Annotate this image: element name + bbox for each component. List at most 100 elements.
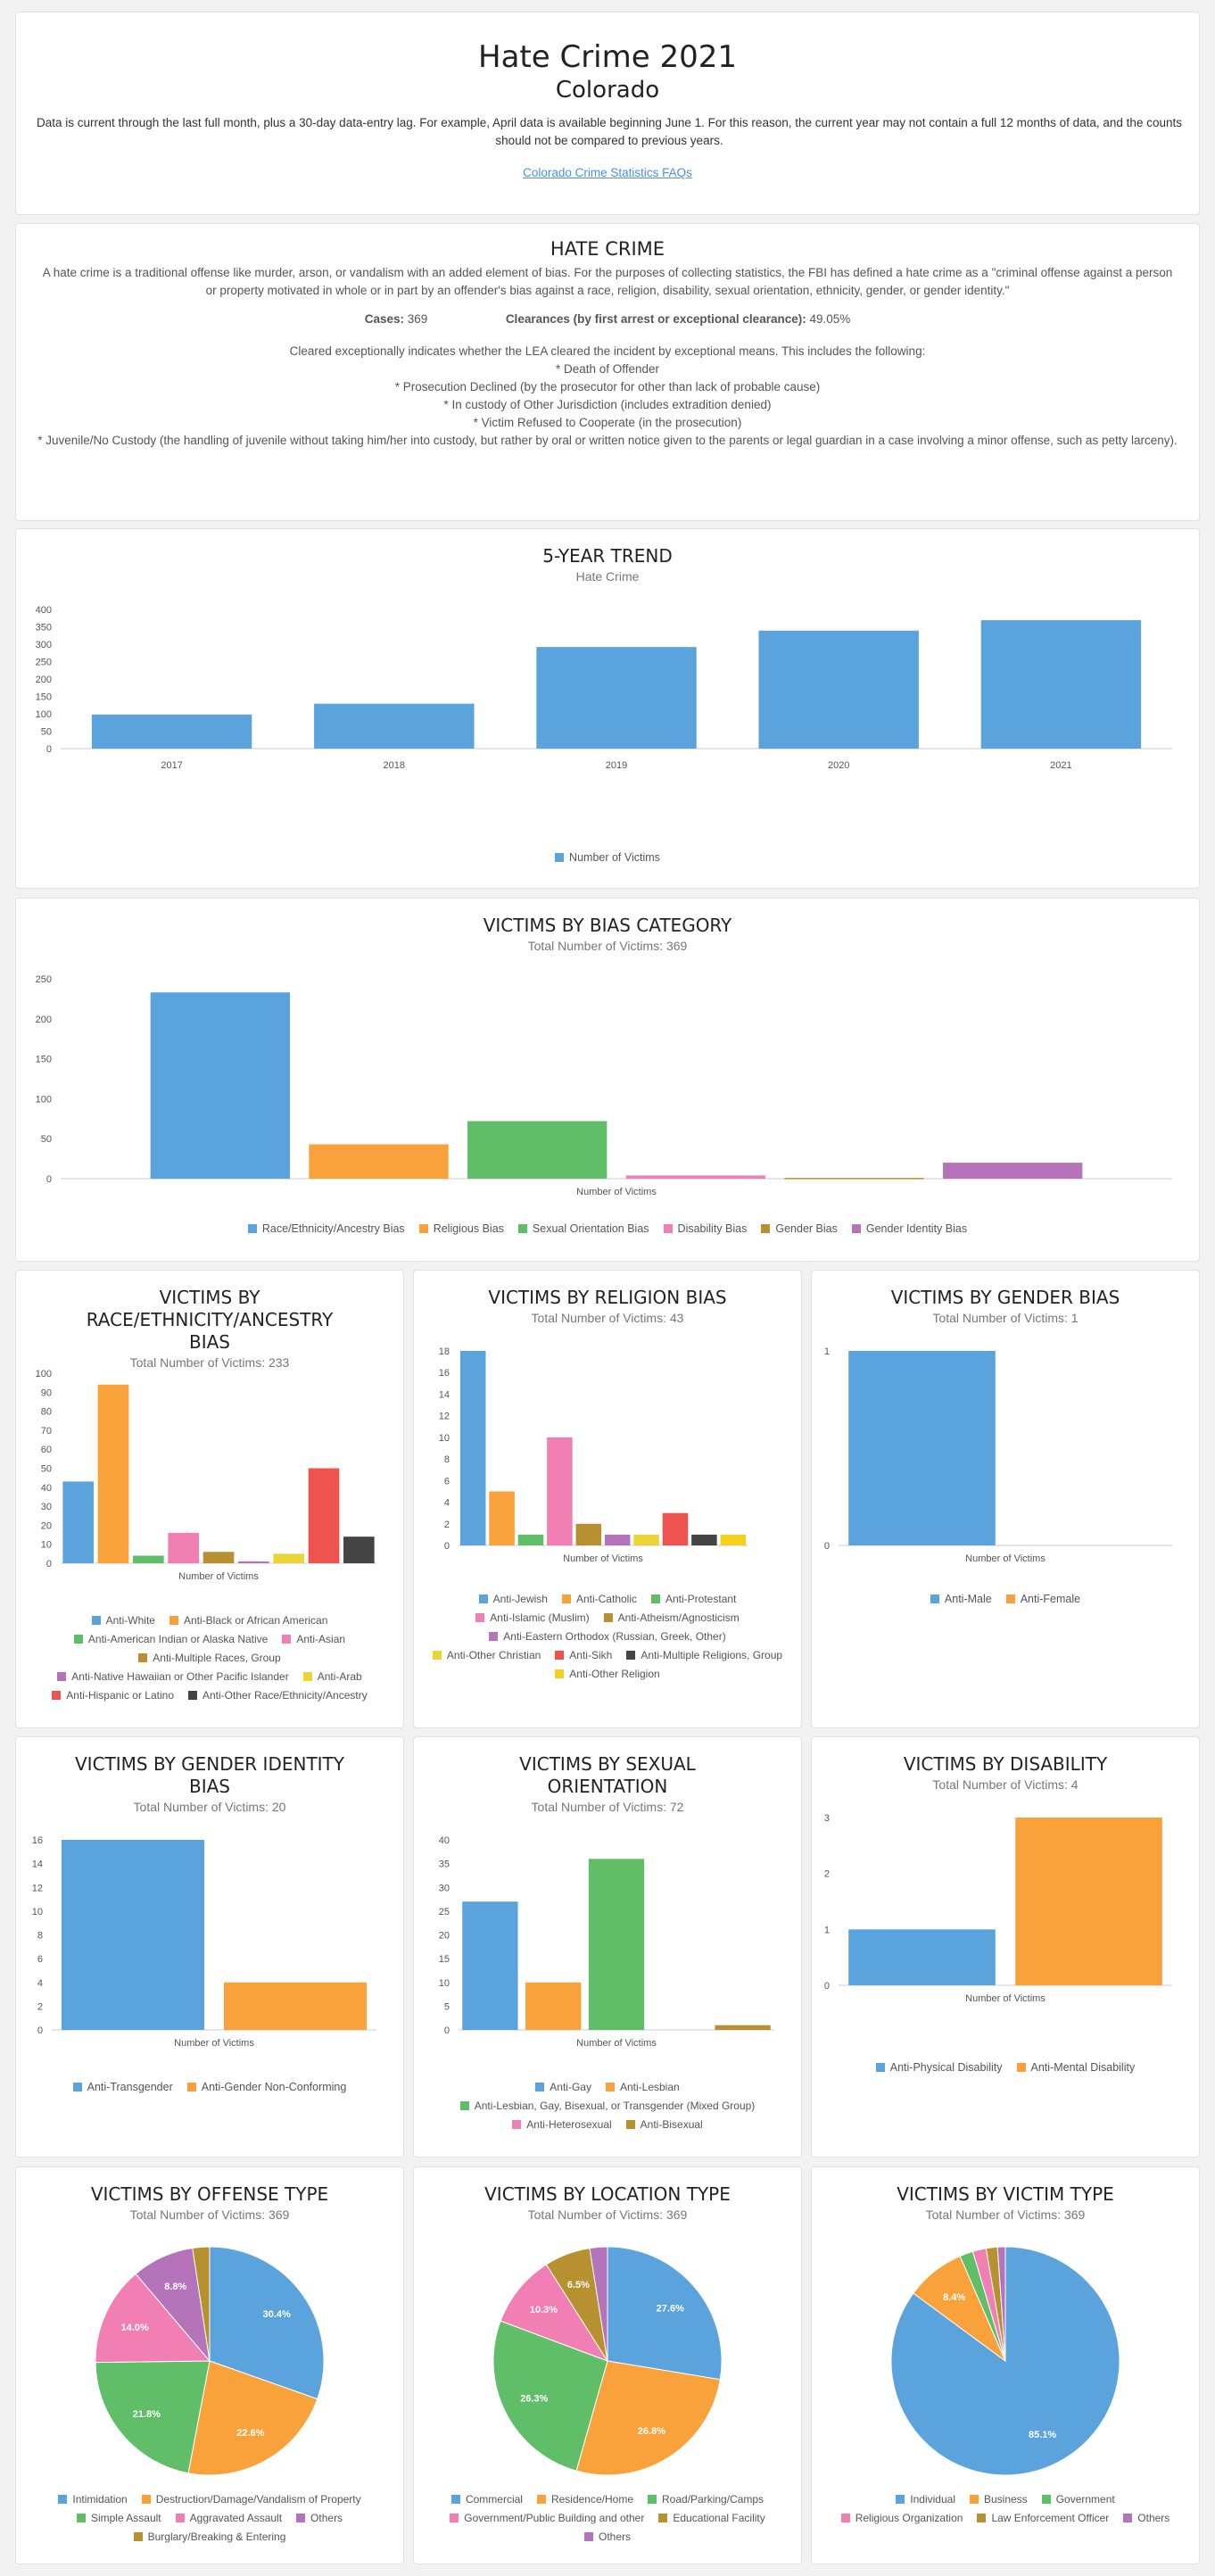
legend-item-individual[interactable]: Individual [896,2490,955,2509]
legend-item-anti-female[interactable]: Anti-Female [1005,1590,1080,1609]
legend-item-race-ethnicity-ancestry-bias[interactable]: Race/Ethnicity/Ancestry Bias [247,1220,405,1238]
bar-2017[interactable] [91,714,252,749]
legend-item-anti-multiple-races-group[interactable]: Anti-Multiple Races, Group [138,1649,281,1668]
bar-anti-gender-non-conforming[interactable] [223,1982,368,2030]
legend-item-anti-mental-disability[interactable]: Anti-Mental Disability [1016,2058,1135,2077]
bar-anti-black-or-african-american[interactable] [97,1384,129,1563]
legend-item-anti-eastern-orthodox-russian-greek-other[interactable]: Anti-Eastern Orthodox (Russian, Greek, O… [489,1628,726,1646]
legend-item-anti-jewish[interactable]: Anti-Jewish [478,1590,548,1609]
legend-item-government-public-building-and-other[interactable]: Government/Public Building and other [450,2509,644,2528]
legend-item-law-enforcement-officer[interactable]: Law Enforcement Officer [977,2509,1109,2528]
legend-item-commercial[interactable]: Commercial [450,2490,523,2509]
legend-item-anti-sikh[interactable]: Anti-Sikh [555,1646,612,1665]
legend-item-anti-white[interactable]: Anti-White [91,1611,155,1630]
legend-item-anti-other-religion[interactable]: Anti-Other Religion [555,1665,660,1684]
legend-item-others[interactable]: Others [583,2528,631,2547]
legend-item-anti-lesbian-gay-bisexual-or-transgender-mixed-group[interactable]: Anti-Lesbian, Gay, Bisexual, or Transgen… [459,2097,755,2116]
legend-item-others[interactable]: Others [296,2509,343,2528]
bar-anti-native-hawaiian-or-other-pacific-islander[interactable] [238,1561,269,1563]
legend-item-anti-heterosexual[interactable]: Anti-Heterosexual [512,2116,612,2134]
bar-anti-american-indian-or-alaska-native[interactable] [133,1555,164,1563]
legend-item-anti-gay[interactable]: Anti-Gay [535,2078,591,2097]
legend-item-anti-arab[interactable]: Anti-Arab [302,1668,362,1686]
legend-item-anti-protestant[interactable]: Anti-Protestant [651,1590,736,1609]
bar-anti-jewish[interactable] [459,1351,486,1545]
legend-item-sexual-orientation-bias[interactable]: Sexual Orientation Bias [517,1220,649,1238]
slice-destruction-damage-vandalism-of-property[interactable] [187,2360,318,2476]
bar-2020[interactable] [758,630,919,749]
legend-item-anti-other-race-ethnicity-ancestry[interactable]: Anti-Other Race/Ethnicity/Ancestry [188,1686,368,1705]
legend-item-business[interactable]: Business [969,2490,1028,2509]
bar-anti-arab[interactable] [273,1553,304,1563]
slice-commercial[interactable] [607,2246,723,2381]
legend-item-anti-asian[interactable]: Anti-Asian [282,1630,345,1649]
bar-anti-hispanic-or-latino[interactable] [308,1468,340,1564]
bar-anti-catholic[interactable] [489,1491,515,1545]
bar-anti-sikh[interactable] [662,1512,689,1545]
legend-item-intimidation[interactable]: Intimidation [58,2490,128,2509]
bar-anti-other-race-ethnicity-ancestry[interactable] [343,1536,375,1563]
bar-anti-multiple-religions-group[interactable] [691,1534,717,1545]
bar-2018[interactable] [314,703,475,749]
legend-item-anti-catholic[interactable]: Anti-Catholic [561,1590,637,1609]
legend-item-anti-physical-disability[interactable]: Anti-Physical Disability [875,2058,1003,2077]
legend-item-government[interactable]: Government [1041,2490,1115,2509]
faq-link[interactable]: Colorado Crime Statistics FAQs [523,166,692,179]
bar-anti-asian[interactable] [168,1532,199,1563]
legend-item-others[interactable]: Others [1123,2509,1170,2528]
slice-others[interactable] [996,2246,1006,2362]
legend-item-religious-bias[interactable]: Religious Bias [418,1220,504,1238]
legend-item-anti-american-indian-or-alaska-native[interactable]: Anti-American Indian or Alaska Native [73,1630,268,1649]
bar-anti-white[interactable] [62,1481,94,1563]
legend-item-educational-facility[interactable]: Educational Facility [658,2509,765,2528]
bar-anti-islamic-muslim[interactable] [547,1437,573,1545]
bar-anti-protestant[interactable] [517,1534,544,1545]
bar-anti-physical-disability[interactable] [848,1929,996,1985]
bar-anti-mental-disability[interactable] [1015,1818,1162,1985]
bar-sexual-orientation-bias[interactable] [467,1121,608,1179]
bar-anti-other-christian[interactable] [633,1534,659,1545]
bar-race-ethnicity-ancestry-bias[interactable] [150,992,291,1179]
legend-item-simple-assault[interactable]: Simple Assault [76,2509,161,2528]
legend-item-anti-bisexual[interactable]: Anti-Bisexual [625,2116,703,2134]
bar-anti-atheism-agnosticism[interactable] [575,1523,602,1545]
legend-item-anti-multiple-religions-group[interactable]: Anti-Multiple Religions, Group [626,1646,782,1665]
legend-item-road-parking-camps[interactable]: Road/Parking/Camps [648,2490,764,2509]
legend-item-anti-other-christian[interactable]: Anti-Other Christian [432,1646,541,1665]
legend-item-anti-black-or-african-american[interactable]: Anti-Black or African American [169,1611,327,1630]
bar-anti-other-religion[interactable] [720,1534,747,1545]
legend-item-religious-organization[interactable]: Religious Organization [840,2509,963,2528]
legend-item-number-of-victims[interactable]: Number of Victims [555,849,660,867]
bar-anti-multiple-races-group[interactable] [202,1552,235,1563]
legend-item-anti-hispanic-or-latino[interactable]: Anti-Hispanic or Latino [52,1686,174,1705]
legend-item-anti-male[interactable]: Anti-Male [930,1590,992,1609]
slice-road-parking-camps[interactable] [492,2320,608,2472]
legend-item-anti-islamic-muslim[interactable]: Anti-Islamic (Muslim) [475,1609,590,1628]
legend-item-anti-lesbian[interactable]: Anti-Lesbian [605,2078,680,2097]
bar-anti-gay[interactable] [462,1901,518,2030]
slice-others[interactable] [589,2246,608,2362]
legend-item-aggravated-assault[interactable]: Aggravated Assault [175,2509,282,2528]
legend-item-burglary-breaking-entering[interactable]: Burglary/Breaking & Entering [133,2528,285,2547]
bar-2019[interactable] [536,647,697,749]
legend-item-anti-native-hawaiian-or-other-pacific-islander[interactable]: Anti-Native Hawaiian or Other Pacific Is… [57,1668,289,1686]
legend-item-anti-transgender[interactable]: Anti-Transgender [72,2078,173,2097]
bar-2021[interactable] [980,620,1142,749]
bar-gender-bias[interactable] [784,1178,924,1180]
bar-gender-identity-bias[interactable] [942,1163,1083,1179]
bar-anti-eastern-orthodox-russian-greek-other[interactable] [604,1534,631,1545]
legend-item-destruction-damage-vandalism-of-property[interactable]: Destruction/Damage/Vandalism of Property [141,2490,361,2509]
bar-anti-transgender[interactable] [61,1840,205,2030]
legend-item-gender-identity-bias[interactable]: Gender Identity Bias [851,1220,967,1238]
bar-disability-bias[interactable] [625,1175,766,1179]
legend-item-gender-bias[interactable]: Gender Bias [761,1220,838,1238]
bar-religious-bias[interactable] [309,1144,449,1179]
slice-residence-home[interactable] [575,2360,721,2476]
slice-aggravated-assault[interactable] [95,2273,211,2364]
legend-item-anti-atheism-agnosticism[interactable]: Anti-Atheism/Agnosticism [603,1609,740,1628]
slice-intimidation[interactable] [209,2246,325,2400]
bar-anti-male[interactable] [848,1351,996,1545]
bar-anti-lesbian[interactable] [525,1982,582,2030]
legend-item-anti-gender-non-conforming[interactable]: Anti-Gender Non-Conforming [186,2078,346,2097]
slice-government-public-building-and-other[interactable] [500,2264,609,2362]
